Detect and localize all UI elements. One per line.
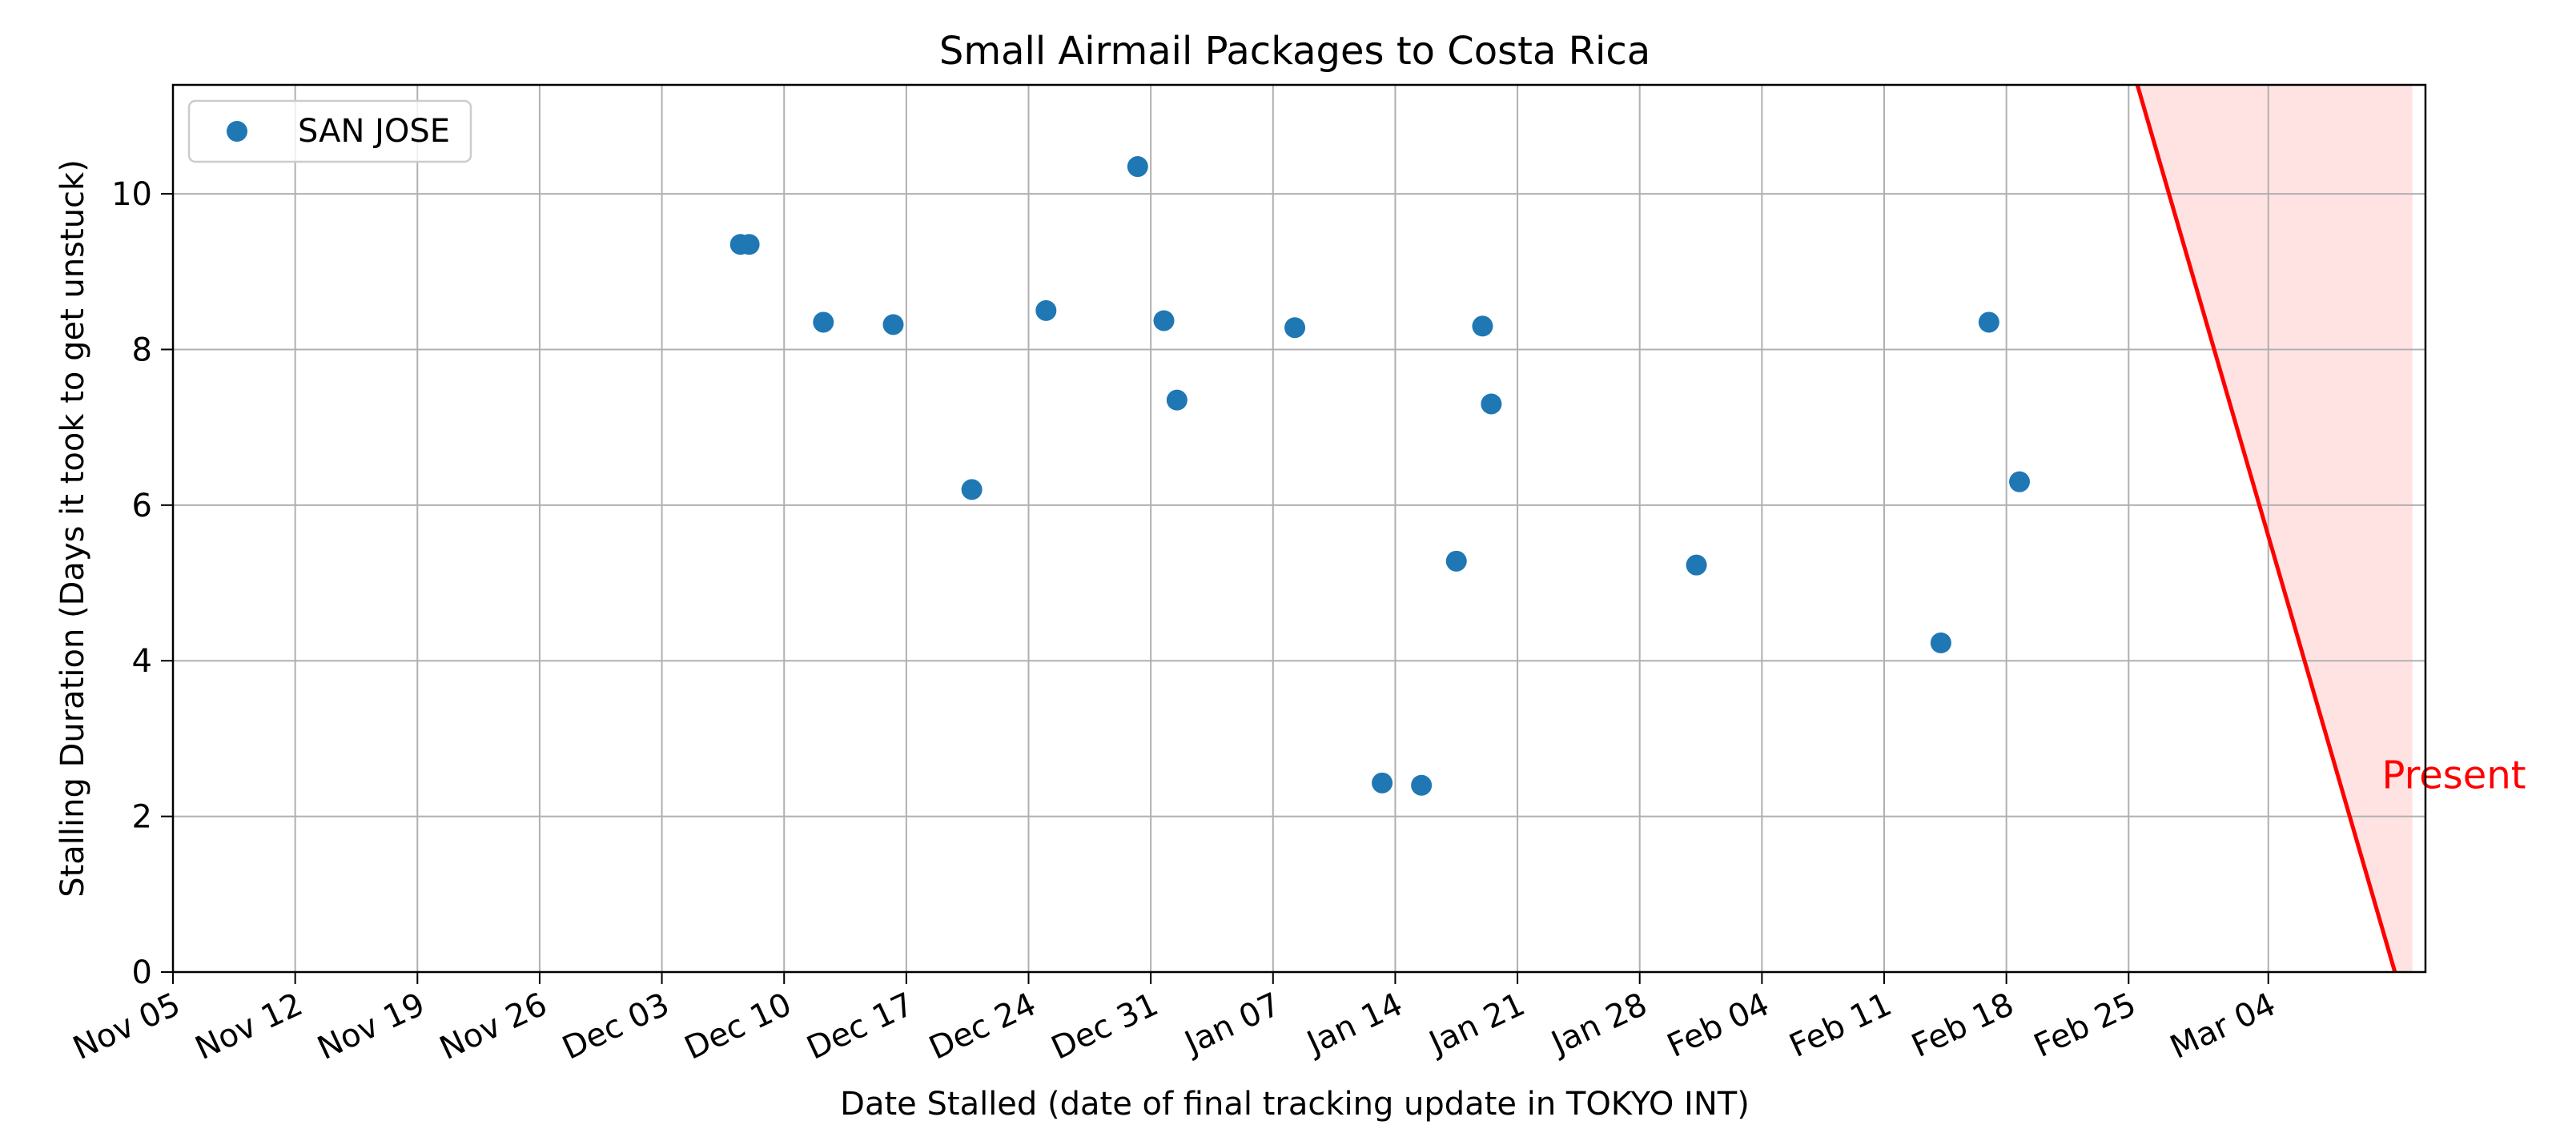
y-tick-label: 8 [132, 331, 152, 368]
data-point [1472, 315, 1493, 337]
y-axis-label: Stalling Duration (Days it took to get u… [54, 159, 91, 898]
data-point [2009, 471, 2031, 492]
data-point [961, 479, 983, 500]
data-point [1372, 772, 1393, 793]
y-tick-label: 6 [132, 488, 152, 524]
y-tick-label: 10 [111, 176, 152, 213]
data-point [1153, 310, 1175, 331]
y-tick-label: 0 [132, 954, 152, 991]
data-point [813, 311, 834, 333]
data-point [1930, 632, 1951, 653]
legend-box [187, 99, 472, 163]
data-point [1445, 550, 1467, 572]
data-point [1127, 156, 1148, 178]
series-layer [729, 156, 2031, 796]
legend: SAN JOSE [187, 99, 472, 163]
data-point [1284, 317, 1306, 339]
x-axis-label: Date Stalled (date of final tracking upd… [840, 1086, 1750, 1123]
y-tick-label: 2 [132, 799, 152, 836]
data-point [1978, 311, 1999, 333]
data-point [1411, 774, 1433, 796]
present-line [2135, 84, 2397, 973]
data-point [738, 234, 760, 255]
y-tick-label: 4 [132, 643, 152, 680]
data-point [1481, 393, 1502, 415]
legend-marker [227, 121, 247, 142]
plot-frame [171, 83, 2427, 974]
data-point [882, 314, 904, 335]
chart-title: Small Airmail Packages to Costa Rica [939, 29, 1650, 74]
present-region [2137, 85, 2413, 972]
present-annotation-group: Present [2135, 84, 2526, 973]
legend-entry-san-jose: SAN JOSE [298, 113, 450, 150]
data-point [1686, 554, 1707, 576]
present-region-group [2137, 85, 2413, 972]
data-point [1166, 389, 1188, 411]
present-label: Present [2381, 753, 2526, 798]
data-point [1035, 299, 1057, 321]
